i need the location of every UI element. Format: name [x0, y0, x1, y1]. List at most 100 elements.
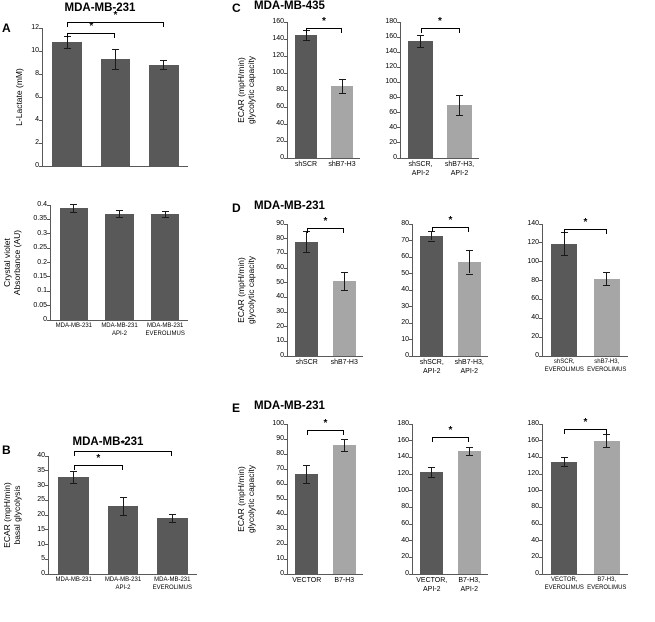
panel-A-title: MDA-MB-231: [64, 2, 136, 14]
panel-E-title: MDA-MB-231: [254, 400, 325, 412]
y-tick-mark: [284, 106, 288, 108]
y-tick-mark: [45, 455, 49, 457]
x-category-label: MDA-MB-231 EVEROLIMUS: [152, 577, 192, 591]
y-tick-label: 20: [276, 322, 284, 330]
error-bar-cap-top: [417, 34, 424, 36]
chart-D-sh-everolimus: 0 20 40 60 80 100 120 140 shSCR, EVEROLIMUS shB7-…: [527, 217, 628, 373]
y-tick-mark: [45, 544, 49, 545]
y-tick-mark: [284, 355, 288, 357]
significance-asterisk: *: [113, 9, 118, 21]
y-tick-mark: [284, 140, 288, 142]
x-category-label: MDA-MB-231 EVEROLIMUS: [145, 323, 185, 337]
y-tick-label: 100: [527, 257, 539, 265]
y-tick-mark: [47, 262, 51, 263]
y-tick-label: 120: [272, 52, 284, 59]
y-tick-mark: [539, 523, 543, 525]
y-tick-label: 30: [401, 302, 409, 310]
significance-bracket: [306, 430, 345, 435]
bar: [295, 241, 319, 356]
y-tick-label: 160: [272, 18, 284, 25]
y-tick-label: 70: [276, 249, 284, 257]
panel-letter-D: D: [232, 201, 241, 215]
error-bar-cap-top: [303, 464, 311, 466]
y-tick-label: 180: [527, 420, 539, 427]
significance-bracket: [431, 227, 470, 233]
y-tick-mark: [284, 558, 288, 560]
y-tick-mark: [45, 499, 49, 501]
y-tick-mark: [539, 456, 543, 458]
bar: [593, 278, 620, 356]
y-tick-mark: [47, 305, 51, 307]
y-tick-label: 10: [276, 337, 284, 345]
y-tick-label: 60: [401, 520, 409, 527]
y-tick-label: 4: [35, 116, 39, 123]
y-tick-mark: [409, 573, 413, 575]
y-tick-label: 120: [527, 238, 539, 246]
error-bar-cap-bottom: [302, 39, 310, 41]
error-bar-cap-bottom: [70, 212, 78, 214]
y-tick-mark: [284, 72, 288, 74]
y-tick-mark: [539, 280, 543, 282]
error-bar-cap-bottom: [161, 216, 169, 218]
y-tick-mark: [284, 21, 288, 23]
x-category-label: shSCR, EVEROLIMUS: [544, 359, 584, 373]
error-bar: [341, 78, 343, 93]
y-tick-mark: [539, 506, 543, 508]
y-tick-mark: [284, 89, 288, 91]
y-tick-mark: [284, 55, 288, 57]
y-tick-mark: [284, 528, 288, 530]
y-tick-label: 0: [535, 570, 539, 577]
bar: [295, 473, 319, 574]
y-tick-label: 10: [276, 555, 284, 562]
y-tick-mark: [284, 223, 288, 225]
panel-C: C MDA-MB-435 ECAR (mpH/min) glycolytic c…: [232, 0, 655, 200]
error-bar-cap-top: [160, 60, 168, 62]
error-bar: [431, 230, 433, 241]
x-category-label: shB7-H3, API-2: [444, 161, 475, 177]
chart-basal-glycolysis: 0 5 10 15 20 25 30 35 40 MDA-MB-231 MDA-MB-231 API…: [37, 439, 197, 591]
chart-D-sh: 0 10 20 30 40 50 60 70 80 90 shSCR shB7-H3 *: [276, 217, 363, 366]
y-tick-mark: [409, 440, 413, 442]
bar: [59, 207, 88, 320]
y-tick-mark: [284, 453, 288, 455]
y-tick-mark: [284, 340, 288, 342]
bar: [420, 235, 444, 356]
y-tick-mark: [539, 573, 543, 575]
error-bar-cap-bottom: [603, 447, 611, 449]
y-tick-mark: [539, 261, 543, 263]
x-category-label: B7-H3, EVEROLIMUS: [587, 577, 627, 591]
y-tick-label: 0: [41, 570, 45, 577]
error-bar: [115, 48, 116, 70]
y-tick-mark: [45, 514, 49, 516]
error-bar-cap-top: [465, 446, 473, 448]
y-tick-mark: [539, 473, 543, 475]
error-bar-cap-top: [116, 210, 123, 212]
x-category-label: shSCR, API-2: [408, 161, 433, 177]
y-tick-label: 80: [401, 220, 409, 227]
y-tick-mark: [409, 456, 413, 458]
error-bar-cap-bottom: [603, 285, 611, 287]
error-bar-cap-bottom: [428, 476, 436, 478]
y-tick-label: 120: [527, 470, 539, 477]
significance-bracket: [306, 27, 342, 33]
y-tick-label: 50: [401, 269, 409, 277]
y-tick-mark: [397, 51, 401, 53]
y-tick-mark: [39, 73, 43, 75]
x-category-label: VECTOR: [292, 577, 322, 584]
bar: [107, 506, 139, 574]
significance-bracket: [564, 429, 607, 434]
x-category-label: MDA-MB-231: [55, 323, 92, 329]
y-tick-mark: [45, 558, 49, 560]
x-category-label: shSCR, API-2: [419, 359, 444, 375]
error-bar: [305, 29, 307, 40]
chart-E-vector-api2: 0 20 40 60 80 100 120 140 160 180 VECTOR, API-2 B7-…: [397, 420, 488, 593]
x-category-label: B7-H3, API-2: [458, 577, 481, 593]
error-bar: [171, 513, 173, 523]
y-tick-label: 0.4: [37, 201, 47, 208]
y-tick-label: 140: [527, 220, 539, 227]
significance-bracket: [67, 21, 164, 27]
y-tick-label: 12: [31, 24, 39, 31]
bar: [52, 41, 83, 166]
y-tick-label: 100: [385, 78, 397, 86]
y-tick-label: 25: [37, 496, 45, 504]
